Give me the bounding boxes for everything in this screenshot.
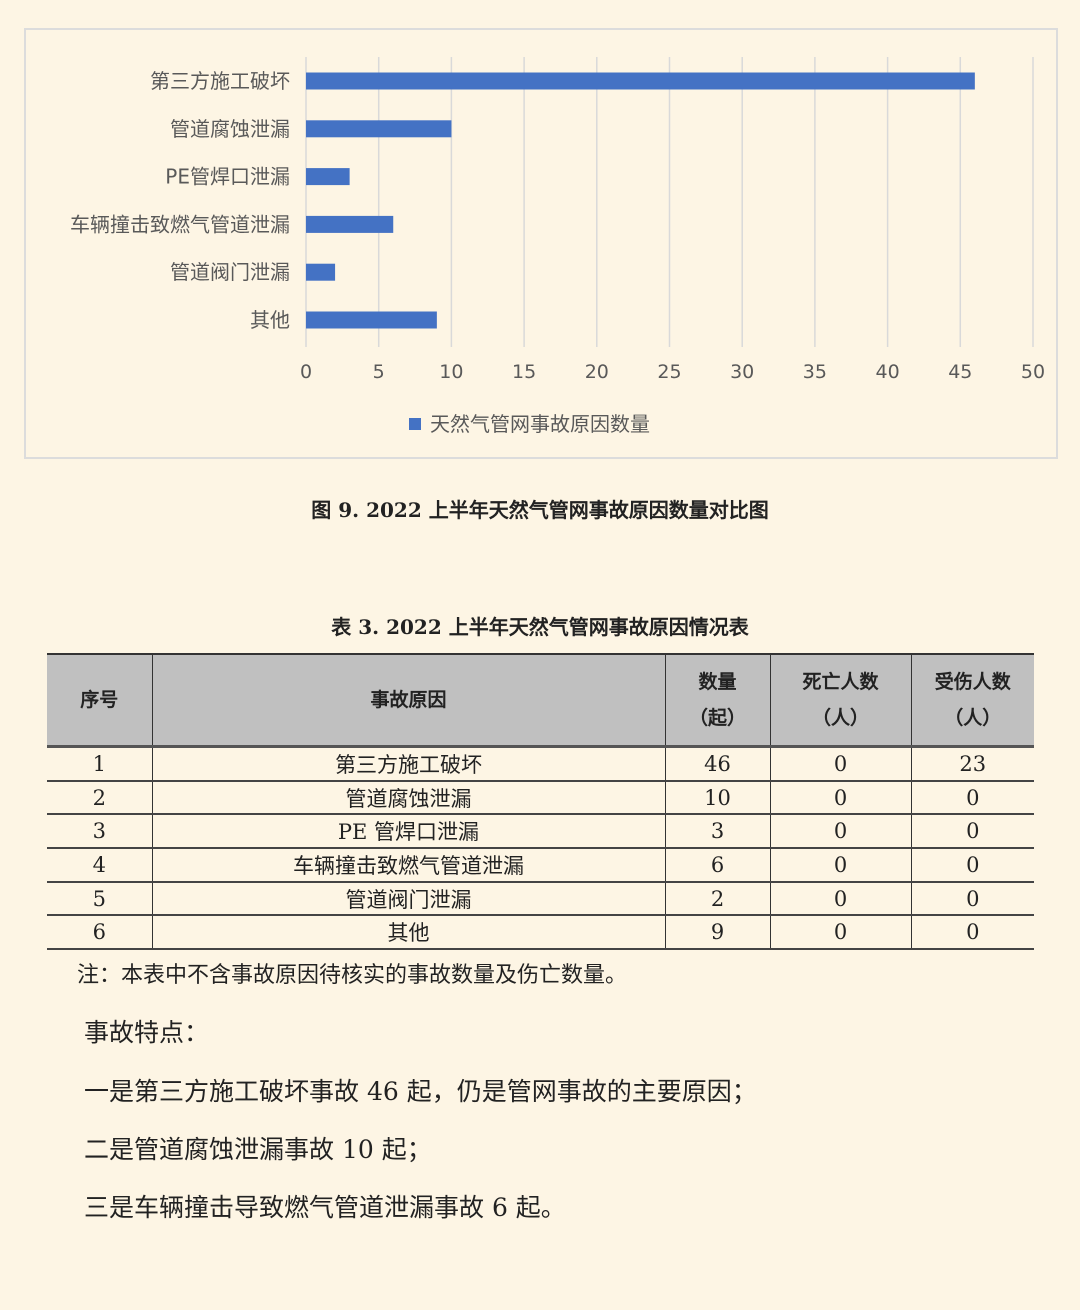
table-cell: 0 bbox=[769, 847, 912, 883]
table-cell: 管道阀门泄漏 bbox=[151, 881, 666, 917]
table-cell: PE 管焊口泄漏 bbox=[151, 813, 666, 850]
x-tick-label: 45 bbox=[948, 361, 972, 383]
y-category-label: 管道阀门泄漏 bbox=[170, 260, 290, 284]
column-header: 序号 bbox=[47, 653, 153, 748]
table-cell: 0 bbox=[910, 914, 1034, 951]
table-row: 3 PE 管焊口泄漏 3 0 0 bbox=[47, 813, 1034, 850]
paragraph-2: 二是管道腐蚀泄漏事故 10 起； bbox=[84, 1135, 432, 1164]
table-row: 2 管道腐蚀泄漏 10 0 0 bbox=[47, 780, 1034, 816]
table-caption: 表 3. 2022 上半年天然气管网事故原因情况表 bbox=[331, 615, 749, 639]
table-cell: 0 bbox=[769, 813, 912, 850]
table-cell: 第三方施工破坏 bbox=[151, 745, 666, 782]
column-header-text: （起） bbox=[688, 707, 746, 729]
table-cell: 管道腐蚀泄漏 bbox=[151, 780, 666, 816]
bar bbox=[306, 72, 975, 90]
bar-chart: 0 5 10 15 20 25 30 35 40 45 50 第三方施工破坏管道腐蚀泄漏 PE管焊口泄漏… bbox=[24, 28, 1058, 459]
table-row: 1 第三方施工破坏 46 0 23 bbox=[47, 745, 1034, 782]
table-cell: 6 bbox=[664, 847, 771, 883]
bar bbox=[306, 263, 336, 281]
y-category-label: 车辆撞击致燃气管道泄漏 bbox=[70, 212, 290, 236]
column-header: 死亡人数 （人） bbox=[769, 653, 912, 748]
column-header-text: 死亡人数 bbox=[802, 670, 879, 693]
paragraph-heading: 事故特点： bbox=[84, 1018, 210, 1047]
y-category-label: 第三方施工破坏 bbox=[150, 69, 290, 93]
column-header: 受伤人数 （人） bbox=[910, 653, 1034, 748]
x-tick-label: 30 bbox=[730, 361, 754, 383]
table-cell: 10 bbox=[664, 780, 771, 816]
accident-cause-table: 序号 事故原因 数量 （起） 死亡人数 （人） 受伤人数 （人） 1 第三方施工破坏 46 0 23 2… bbox=[47, 653, 1034, 951]
table-cell: 0 bbox=[769, 780, 912, 816]
table-cell: 0 bbox=[910, 780, 1034, 816]
paragraph-1: 一是第三方施工破坏事故 46 起，仍是管网事故的主要原因； bbox=[84, 1077, 757, 1106]
table-header-row: 序号 事故原因 数量 （起） 死亡人数 （人） 受伤人数 （人） bbox=[47, 653, 1034, 748]
column-header: 事故原因 bbox=[151, 653, 666, 748]
x-tick-label: 5 bbox=[373, 361, 385, 383]
table-cell: 2 bbox=[47, 780, 153, 816]
figure-caption: 图 9. 2022 上半年天然气管网事故原因数量对比图 bbox=[311, 498, 769, 522]
table-cell: 其他 bbox=[151, 914, 666, 951]
y-category-label: PE管焊口泄漏 bbox=[165, 165, 290, 189]
y-category-label: 管道腐蚀泄漏 bbox=[170, 117, 290, 141]
table-cell: 46 bbox=[664, 745, 771, 782]
column-header: 数量 （起） bbox=[664, 653, 771, 748]
table-cell: 0 bbox=[910, 881, 1034, 917]
y-category-label: 其他 bbox=[250, 308, 290, 332]
table-row: 5 管道阀门泄漏 2 0 0 bbox=[47, 881, 1034, 917]
column-header-text: （人） bbox=[811, 707, 869, 729]
table-body: 1 第三方施工破坏 46 0 23 2 管道腐蚀泄漏 10 0 0 3 PE 管焊口泄漏 3 0 0 4 车辆撞… bbox=[47, 745, 1034, 951]
table-cell: 0 bbox=[769, 881, 912, 917]
x-tick-label: 15 bbox=[512, 361, 536, 383]
bar bbox=[306, 311, 437, 329]
table-row: 6 其他 9 0 0 bbox=[47, 914, 1034, 951]
table-cell: 0 bbox=[910, 813, 1034, 850]
x-tick-label: 20 bbox=[585, 361, 609, 383]
column-header-text: 受伤人数 bbox=[934, 670, 1011, 693]
x-tick-label: 40 bbox=[876, 361, 900, 383]
bar bbox=[306, 168, 350, 186]
table-cell: 1 bbox=[47, 745, 153, 782]
table-cell: 0 bbox=[769, 914, 912, 951]
table-cell: 5 bbox=[47, 881, 153, 917]
bar bbox=[306, 120, 452, 138]
table-cell: 4 bbox=[47, 847, 153, 883]
x-tick-label: 25 bbox=[657, 361, 681, 383]
column-header-text: 事故原因 bbox=[370, 688, 447, 711]
table-cell: 0 bbox=[769, 745, 912, 782]
legend-swatch bbox=[409, 418, 421, 430]
table-cell: 3 bbox=[664, 813, 771, 850]
table-cell: 0 bbox=[910, 847, 1034, 883]
table-cell: 9 bbox=[664, 914, 771, 951]
x-tick-label: 35 bbox=[803, 361, 827, 383]
column-header-text: 数量 bbox=[698, 670, 737, 693]
table-cell: 6 bbox=[47, 914, 153, 951]
table-cell: 2 bbox=[664, 881, 771, 917]
table-cell: 23 bbox=[910, 745, 1034, 782]
x-tick-label: 10 bbox=[439, 361, 463, 383]
table-cell: 车辆撞击致燃气管道泄漏 bbox=[151, 847, 666, 883]
table-row: 4 车辆撞击致燃气管道泄漏 6 0 0 bbox=[47, 847, 1034, 883]
table-note: 注：本表中不含事故原因待核实的事故数量及伤亡数量。 bbox=[77, 963, 628, 988]
column-header-text: （人） bbox=[944, 707, 1002, 729]
paragraph-3: 三是车辆撞击导致燃气管道泄漏事故 6 起。 bbox=[84, 1193, 566, 1222]
column-header-text: 序号 bbox=[80, 688, 119, 711]
table-cell: 3 bbox=[47, 813, 153, 850]
x-tick-label: 50 bbox=[1021, 361, 1045, 383]
legend-label: 天然气管网事故原因数量 bbox=[430, 412, 650, 436]
bar bbox=[306, 215, 394, 233]
x-tick-label: 0 bbox=[300, 361, 312, 383]
